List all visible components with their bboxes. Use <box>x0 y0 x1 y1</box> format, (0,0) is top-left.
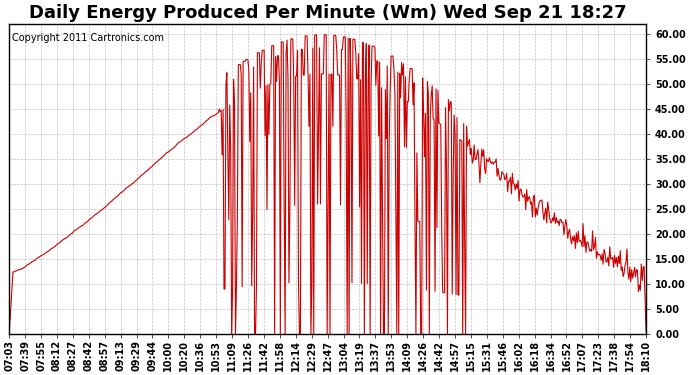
Text: Copyright 2011 Cartronics.com: Copyright 2011 Cartronics.com <box>12 33 164 43</box>
Title: Daily Energy Produced Per Minute (Wm) Wed Sep 21 18:27: Daily Energy Produced Per Minute (Wm) We… <box>29 4 627 22</box>
